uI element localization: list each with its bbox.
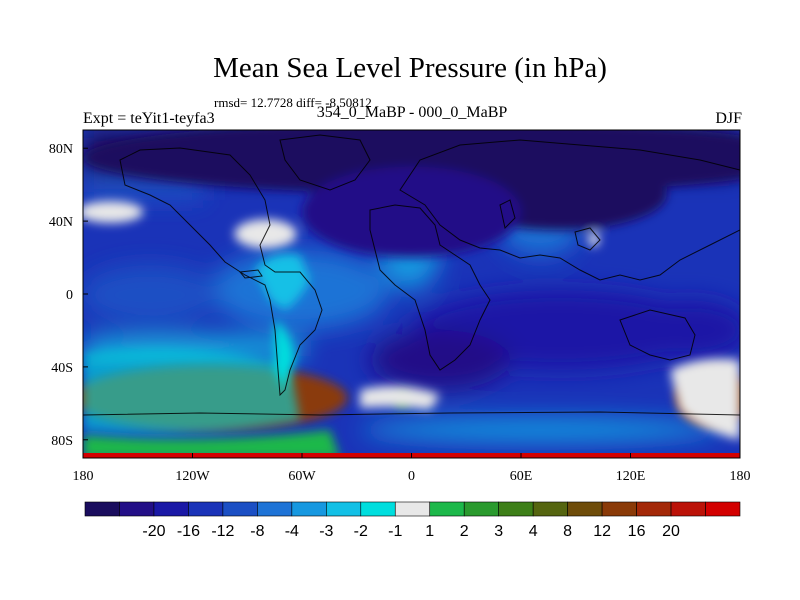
y-tick-label: 40N	[49, 215, 73, 230]
colorbar-box	[670, 501, 706, 517]
x-tick-label: 180	[730, 469, 751, 484]
colorbar-label: -16	[177, 523, 200, 540]
colorbar-label: -20	[142, 523, 165, 540]
colorbar-box	[636, 501, 672, 517]
y-tick-label: 0	[66, 288, 73, 303]
x-tick-label: 0	[408, 469, 415, 484]
x-tick-label: 60E	[510, 469, 533, 484]
colorbar-box	[532, 501, 568, 517]
colorbar-label: 3	[494, 523, 503, 540]
colorbar-box	[84, 501, 120, 517]
x-tick-label: 180	[73, 469, 94, 484]
experiment-label: Expt = teYit1-teyfa3	[83, 110, 215, 127]
region-europe-low	[302, 166, 521, 258]
colorbar-box	[257, 501, 293, 517]
colorbar-box	[360, 501, 396, 517]
season-label: DJF	[715, 110, 742, 127]
colorbar-label: -2	[354, 523, 368, 540]
colorbar-box	[394, 501, 431, 517]
colorbar-box	[119, 501, 155, 517]
colorbar-label: -4	[285, 523, 299, 540]
colorbar-box	[463, 501, 499, 517]
colorbar-label: 20	[662, 523, 680, 540]
colorbar-label: -12	[211, 523, 234, 540]
colorbar-label: 4	[529, 523, 538, 540]
colorbar-box	[429, 501, 465, 517]
y-tick-label: 80N	[49, 142, 73, 157]
colorbar-box	[291, 501, 327, 517]
colorbar-box	[188, 501, 224, 517]
stats-label: rmsd= 12.7728 diff= -8.50812	[214, 95, 372, 110]
x-tick-label: 120E	[616, 469, 646, 484]
colorbar-label: 2	[460, 523, 469, 540]
colorbar-label: -3	[319, 523, 333, 540]
y-tick-label: 40S	[51, 361, 73, 376]
colorbar-label: 8	[563, 523, 572, 540]
region-north-pacific-high	[83, 201, 144, 223]
colorbar-box	[498, 501, 534, 517]
colorbar-label: 1	[425, 523, 434, 540]
colorbar-box	[326, 501, 362, 517]
colorbar-box	[222, 501, 258, 517]
colorbar-label: -1	[388, 523, 402, 540]
y-tick-label: 80S	[51, 434, 73, 449]
period-label: 354_0_MaBP - 000_0_MaBP	[316, 104, 508, 121]
colorbar-box	[153, 501, 189, 517]
colorbar-box	[705, 501, 741, 517]
x-tick-label: 60W	[288, 469, 316, 484]
colorbar-label: -8	[250, 523, 264, 540]
colorbar-label: 16	[628, 523, 646, 540]
chart-title: Mean Sea Level Pressure (in hPa)	[213, 52, 607, 84]
region-east-asia-high	[588, 232, 600, 247]
colorbar-box	[601, 501, 637, 517]
colorbar-box	[567, 501, 603, 517]
x-tick-label: 120W	[175, 469, 210, 484]
colorbar-label: 12	[593, 523, 611, 540]
